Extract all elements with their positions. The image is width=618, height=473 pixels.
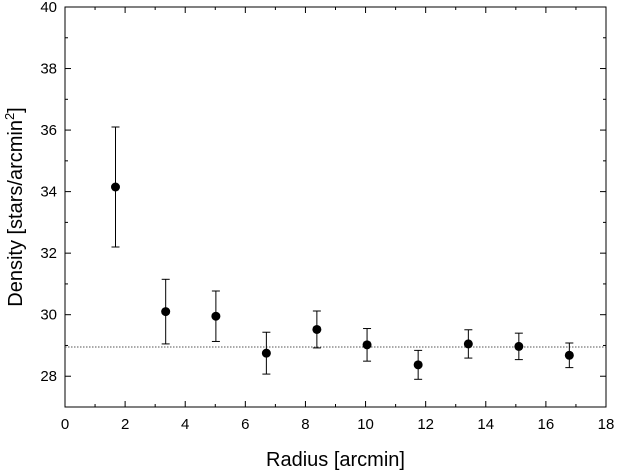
y-axis-title: Density [stars/arcmin2]: [2, 107, 27, 307]
data-point: [463, 339, 473, 349]
y-axis-title-sup: 2: [2, 113, 17, 120]
y-tick-label: 38: [40, 61, 57, 78]
y-tick-label: 34: [40, 184, 57, 201]
data-point: [110, 182, 120, 192]
x-tick-label: 18: [598, 416, 615, 433]
x-tick-label: 0: [61, 416, 69, 433]
x-tick-label: 12: [417, 416, 434, 433]
x-tick-label: 16: [538, 416, 555, 433]
data-points: [110, 182, 574, 370]
y-tick-label: 32: [40, 245, 57, 262]
data-point: [161, 307, 171, 317]
y-tick-label: 30: [40, 307, 57, 324]
x-tick-label: 4: [181, 416, 189, 433]
x-axis-title: Radius [arcmin]: [266, 449, 405, 471]
y-tick-label: 40: [40, 0, 57, 16]
data-point: [564, 350, 574, 360]
data-point: [413, 360, 423, 370]
error-bars: [111, 126, 574, 380]
y-tick-label: 28: [40, 368, 57, 385]
axis-ticks: [64, 6, 607, 408]
tick-labels: 0 2 4 6 8 10 12 14 16 18 28 30 32 34 36 38 40: [40, 0, 614, 433]
x-tick-label: 6: [241, 416, 249, 433]
y-axis-title-end: ]: [5, 107, 27, 113]
y-tick-label: 36: [40, 122, 57, 139]
y-axis-title-main: Density [stars/arcmin: [5, 120, 27, 307]
x-tick-label: 10: [357, 416, 374, 433]
x-tick-label: 14: [477, 416, 494, 433]
data-point: [514, 341, 524, 351]
data-point: [261, 348, 271, 358]
data-point: [211, 311, 221, 321]
x-tick-label: 8: [301, 416, 309, 433]
data-point: [362, 340, 372, 350]
x-tick-label: 2: [121, 416, 129, 433]
data-point: [312, 324, 322, 334]
